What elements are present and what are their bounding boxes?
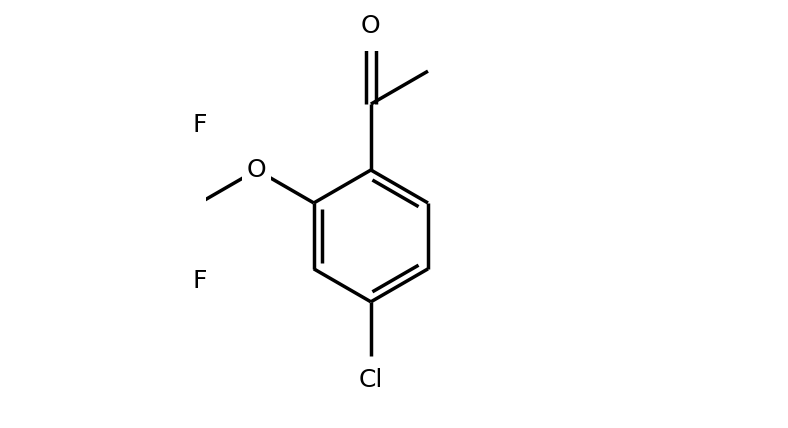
Text: F: F xyxy=(192,113,207,137)
Text: O: O xyxy=(361,14,381,38)
Text: Cl: Cl xyxy=(359,368,383,392)
Text: O: O xyxy=(247,158,266,182)
Text: F: F xyxy=(192,269,207,293)
